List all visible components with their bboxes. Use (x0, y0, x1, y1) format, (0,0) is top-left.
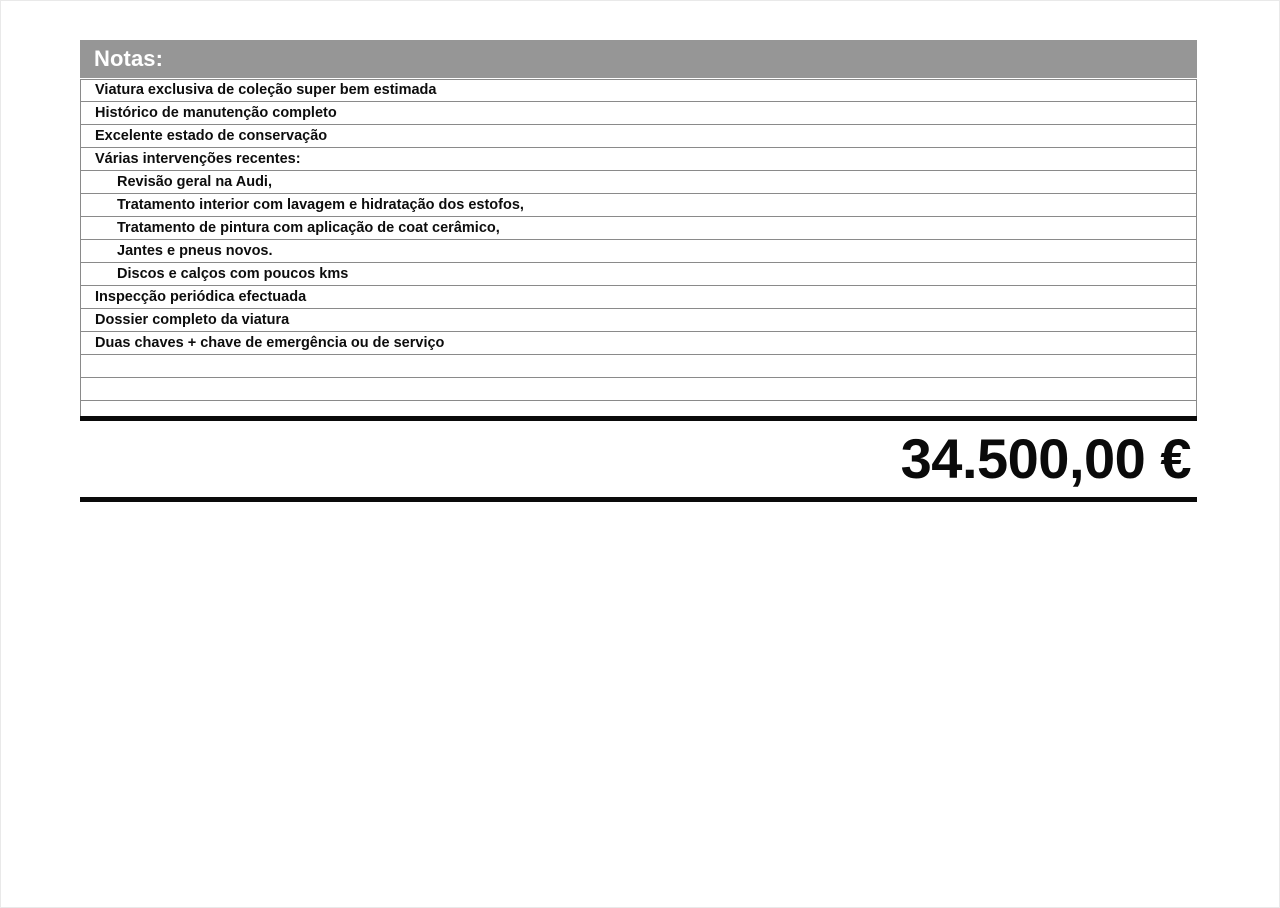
note-row: Excelente estado de conservação (80, 125, 1197, 148)
note-row: Tratamento interior com lavagem e hidrat… (80, 194, 1197, 217)
note-row: Tratamento de pintura com aplicação de c… (80, 217, 1197, 240)
note-row-text: Histórico de manutenção completo (95, 104, 337, 121)
note-row: Duas chaves + chave de emergência ou de … (80, 332, 1197, 355)
notes-panel: Notas: Viatura exclusiva de coleção supe… (80, 40, 1197, 424)
note-row-text: Duas chaves + chave de emergência ou de … (95, 334, 445, 351)
note-row-text: Excelente estado de conservação (95, 127, 328, 144)
note-row-text: Tratamento de pintura com aplicação de c… (117, 219, 500, 236)
note-row-text: Tratamento interior com lavagem e hidrat… (117, 196, 524, 213)
note-row: Várias intervenções recentes: (80, 148, 1197, 171)
note-row-text: Inspecção periódica efectuada (95, 288, 307, 305)
note-row: Dossier completo da viatura (80, 309, 1197, 332)
notes-header: Notas: (80, 40, 1197, 78)
note-row-text: Várias intervenções recentes: (95, 150, 301, 167)
note-row: Jantes e pneus novos. (80, 240, 1197, 263)
note-row: Inspecção periódica efectuada (80, 286, 1197, 309)
notes-header-title: Notas: (94, 46, 164, 71)
note-row-text: Dossier completo da viatura (95, 311, 290, 328)
price-value: 34.500,00 € (900, 427, 1192, 490)
notes-row-list: Viatura exclusiva de coleção super bem e… (80, 78, 1197, 424)
note-row: Discos e calços com poucos kms (80, 263, 1197, 286)
note-row: Histórico de manutenção completo (80, 102, 1197, 125)
note-row: Viatura exclusiva de coleção super bem e… (80, 79, 1197, 102)
note-row-text: Revisão geral na Audi, (117, 173, 272, 190)
note-row: Revisão geral na Audi, (80, 171, 1197, 194)
note-row (80, 378, 1197, 401)
note-row-text: Discos e calços com poucos kms (117, 265, 349, 282)
note-row-text: Jantes e pneus novos. (117, 242, 273, 259)
note-row (80, 355, 1197, 378)
note-row-text: Viatura exclusiva de coleção super bem e… (95, 82, 437, 99)
price-row: 34.500,00 € (80, 416, 1197, 502)
